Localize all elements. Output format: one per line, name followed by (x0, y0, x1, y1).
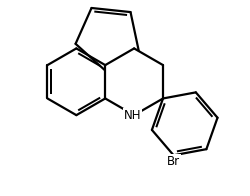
Text: NH: NH (124, 109, 141, 122)
Text: Br: Br (167, 155, 180, 168)
